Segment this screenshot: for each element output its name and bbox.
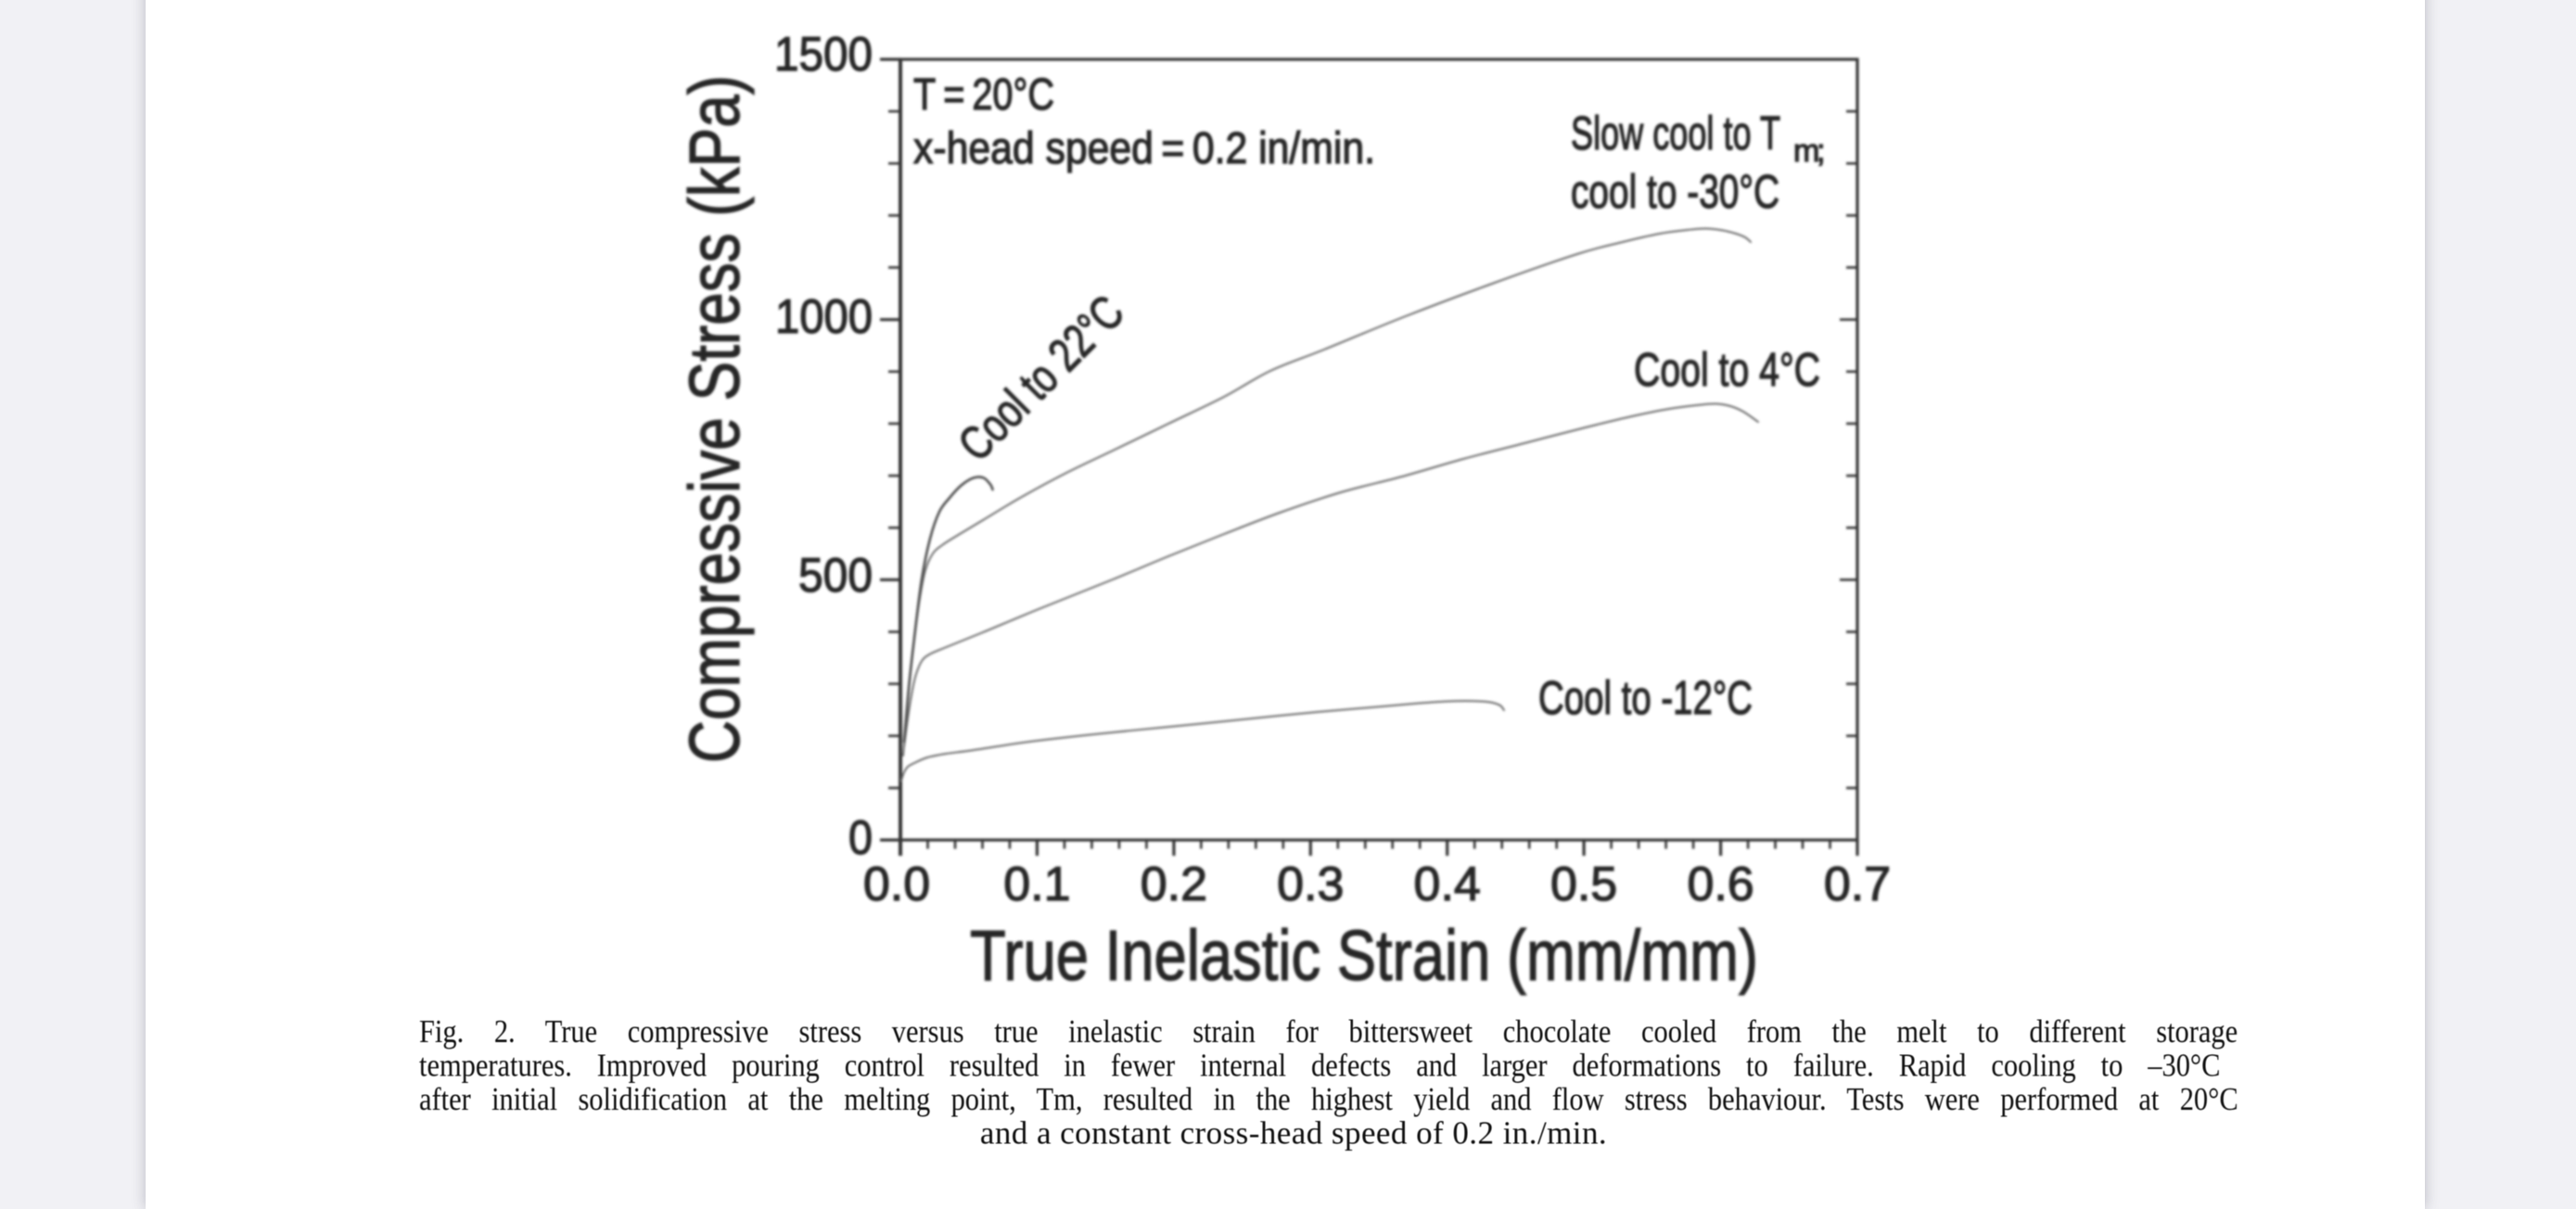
svg-text:1500: 1500: [774, 28, 873, 82]
svg-text:after initial solidification a: after initial solidification at the melt…: [419, 1082, 2238, 1117]
svg-text:0.3: 0.3: [1277, 858, 1344, 911]
svg-text:0: 0: [848, 811, 873, 865]
svg-text:0.6: 0.6: [1687, 858, 1753, 911]
svg-text:1000: 1000: [775, 290, 873, 344]
svg-text:x-head speed = 0.2 in/min.: x-head speed = 0.2 in/min.: [913, 124, 1375, 173]
svg-text:m: m: [1793, 134, 1819, 169]
svg-text:;: ;: [1817, 134, 1825, 169]
svg-text:temperatures. Improved pouring: temperatures. Improved pouring control r…: [419, 1049, 2220, 1084]
svg-text:Cool to 22°C: Cool to 22°C: [948, 286, 1133, 471]
svg-text:Cool to 4°C: Cool to 4°C: [1634, 343, 1820, 396]
svg-text:T = 20°C: T = 20°C: [913, 70, 1054, 120]
svg-text:Compressive Stress (kPa): Compressive Stress (kPa): [675, 75, 755, 763]
svg-text:Cool to -12°C: Cool to -12°C: [1538, 671, 1753, 724]
svg-text:Slow cool to T: Slow cool to T: [1571, 107, 1780, 159]
svg-text:0.2: 0.2: [1141, 858, 1207, 911]
svg-text:0.4: 0.4: [1414, 858, 1481, 911]
svg-text:0.5: 0.5: [1550, 858, 1617, 911]
svg-text:0.7: 0.7: [1824, 858, 1891, 911]
svg-text:and a constant cross-head spee: and a constant cross-head speed of 0.2 i…: [980, 1115, 1607, 1152]
svg-text:cool to -30°C: cool to -30°C: [1571, 165, 1779, 218]
svg-text:0.0: 0.0: [863, 858, 930, 911]
svg-text:0.1: 0.1: [1003, 858, 1070, 911]
svg-text:Fig. 2. True compressive stres: Fig. 2. True compressive stress versus t…: [419, 1014, 2238, 1050]
svg-text:500: 500: [798, 549, 873, 603]
svg-text:True Inelastic Strain (mm/mm): True Inelastic Strain (mm/mm): [970, 916, 1758, 996]
